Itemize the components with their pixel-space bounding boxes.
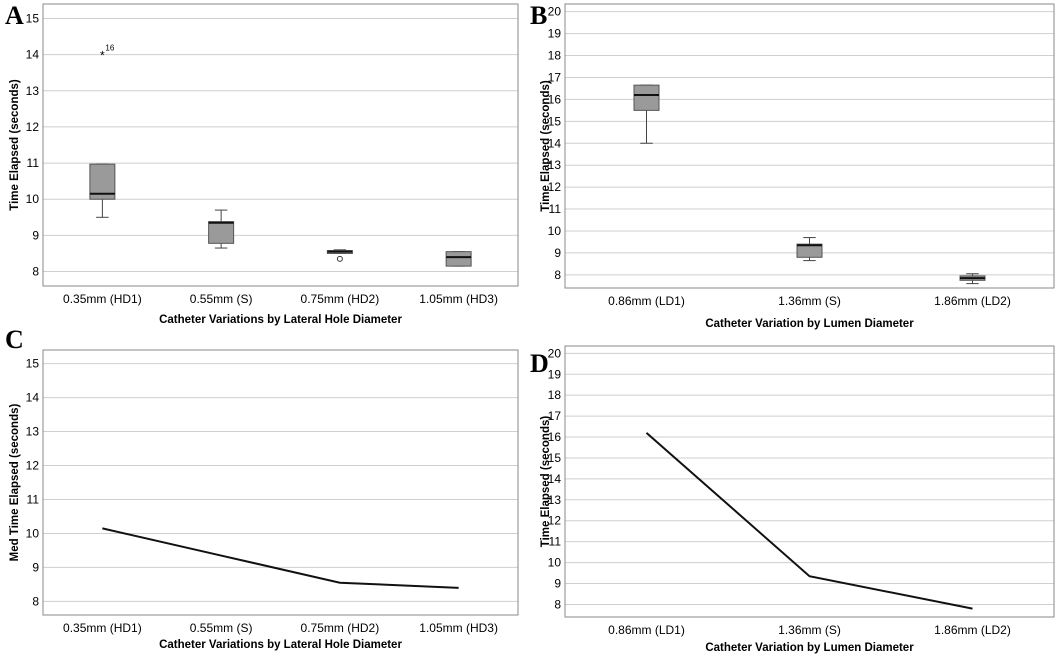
y-tick-label: 9 [32,560,39,574]
y-tick-label: 10 [548,556,562,570]
y-tick-label: 14 [548,136,562,150]
y-tick-label: 15 [26,11,40,25]
box-iqr [796,243,823,258]
y-tick-label: 10 [548,224,562,238]
y-tick-label: 14 [26,48,40,62]
box-3 [445,251,472,267]
y-tick-label: 15 [26,357,40,371]
x-tick-label: 0.35mm (HD1) [63,621,142,635]
y-tick-label: 20 [548,5,562,19]
x-tick-label: 1.05mm (HD3) [419,292,498,306]
y-tick-label: 11 [27,156,40,170]
x-tick-label: 1.36mm (S) [778,294,841,308]
panel-d: 8 9 10 11 12 13 14 15 16 17 18 19 20 0.86mm (LD1) 1.36… [530,345,1055,654]
y-tick-label: 13 [26,84,40,98]
series-line [102,527,459,589]
x-tick-label: 0.86mm (LD1) [608,294,685,308]
x-axis-title: Catheter Variation by Lumen Diameter [705,642,914,654]
x-tick-label: 1.86mm (LD2) [934,623,1011,637]
plot-frame [42,349,519,616]
box-0 [633,84,660,144]
y-tick-label: 11 [27,492,40,506]
y-tick-label: 20 [548,346,562,360]
y-tick-label: 9 [32,228,39,242]
y-tick-label: 16 [548,430,562,444]
y-tick-label: 17 [548,409,562,423]
x-tick-label: 1.05mm (HD3) [419,621,498,635]
panel-a: 8 9 10 11 12 13 14 15 0.35mm (HD1) 0.55mm (S) 0.75… [5,1,519,326]
y-tick-label: 10 [26,526,40,540]
y-tick-label: 14 [548,472,562,486]
panel-letter: A [5,1,24,30]
y-tick-label: 13 [548,158,562,172]
y-tick-label: 12 [548,180,562,194]
box-0 [89,163,116,218]
y-tick-label: 9 [554,246,561,260]
panel-letter: B [530,1,547,30]
outlier-circle [336,255,343,262]
x-tick-label: 0.55mm (S) [190,621,253,635]
y-tick-label: 18 [548,49,562,63]
y-tick-label: 11 [549,202,562,216]
y-tick-label: 11 [549,535,562,549]
y-tick-label: 12 [548,514,562,528]
x-tick-label: 0.35mm (HD1) [63,292,142,306]
panel-letter: D [530,349,549,378]
y-tick-label: 8 [554,597,561,611]
panel-letter: C [5,325,24,354]
y-axis-title: Time Elapsed (seconds) [540,416,552,548]
y-tick-label: 15 [548,451,562,465]
plot-frame [564,345,1055,618]
x-tick-label: 1.86mm (LD2) [934,294,1011,308]
y-tick-label: 13 [548,493,562,507]
panel-c: 8 9 10 11 12 13 14 15 0.35mm (HD1) 0.55mm (S) 0.75… [5,325,519,651]
outlier-label: 16 [105,44,114,53]
panel-b: 8 9 10 11 12 13 14 15 16 17 18 19 20 0.86mm (LD1) 1.36… [530,1,1055,330]
x-tick-label: 1.36mm (S) [778,623,841,637]
x-axis-title: Catheter Variations by Lateral Hole Diam… [159,314,402,326]
y-tick-label: 19 [548,367,562,381]
box-1 [796,237,823,262]
y-tick-label: 8 [32,594,39,608]
y-tick-label: 19 [548,27,562,41]
y-axis-title: Time Elapsed (seconds) [9,79,21,211]
y-tick-label: 12 [26,459,40,473]
y-axis-title: Med Time Elapsed (seconds) [9,404,21,562]
y-tick-label: 18 [548,388,562,402]
plot-frame [42,3,519,287]
y-tick-label: 8 [554,268,561,282]
y-tick-label: 12 [26,120,40,134]
box-iqr [633,84,660,111]
box-2 [959,273,986,285]
y-tick-label: 13 [26,425,40,439]
x-tick-label: 0.75mm (HD2) [301,621,380,635]
box-iqr [208,221,235,244]
x-tick-label: 0.55mm (S) [190,292,253,306]
plot-frame [564,3,1055,289]
y-tick-label: 17 [548,70,562,84]
y-tick-label: 9 [554,577,561,591]
y-tick-label: 15 [548,114,562,128]
x-tick-label: 0.75mm (HD2) [301,292,380,306]
outlier-star: * [100,49,105,63]
y-tick-label: 14 [26,391,40,405]
y-tick-label: 16 [548,92,562,106]
x-axis-title: Catheter Variations by Lateral Hole Diam… [159,639,402,651]
box-1 [208,209,235,249]
x-axis-title: Catheter Variation by Lumen Diameter [705,318,914,330]
box-iqr [445,251,472,267]
x-tick-label: 0.86mm (LD1) [608,623,685,637]
box-2 [326,249,353,254]
y-tick-label: 10 [26,192,40,206]
y-axis-title: Time Elapsed (seconds) [540,80,552,212]
y-tick-label: 8 [32,265,39,279]
